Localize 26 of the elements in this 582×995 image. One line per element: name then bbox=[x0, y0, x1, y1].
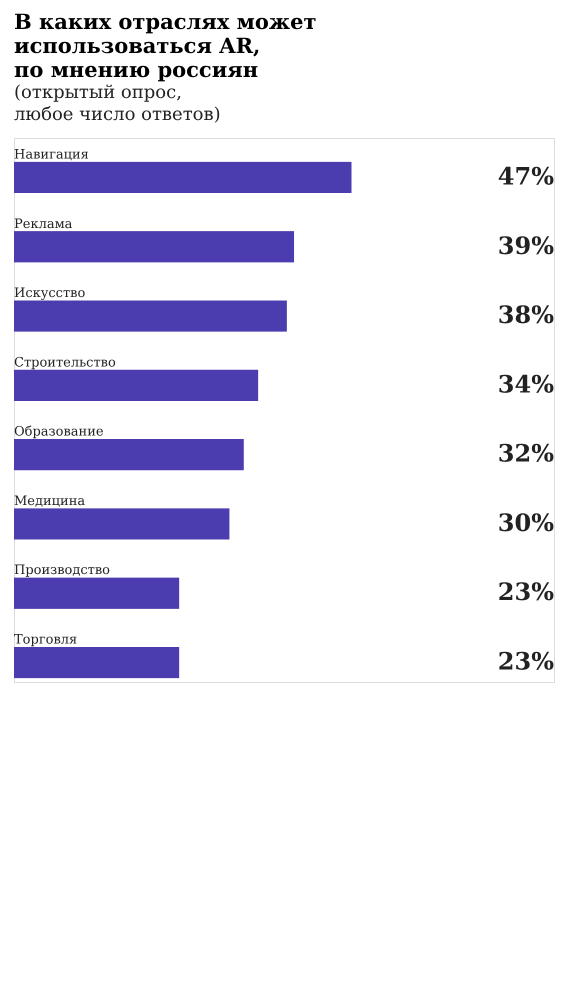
data-label: 23% bbox=[498, 577, 554, 606]
chart-subtitle: (открытый опрос, любое число ответов) bbox=[14, 82, 221, 125]
y-tick-label: Реклама bbox=[14, 216, 73, 232]
data-label: 23% bbox=[498, 646, 554, 676]
bar bbox=[14, 646, 180, 678]
bar bbox=[14, 231, 294, 262]
data-label: 47% bbox=[498, 161, 554, 190]
y-tick-label: Навигация bbox=[14, 147, 89, 162]
data-label: 38% bbox=[498, 300, 554, 330]
data-label: 34% bbox=[498, 369, 554, 398]
bar bbox=[14, 508, 230, 540]
bar bbox=[14, 439, 244, 470]
y-tick-label: Медицина bbox=[14, 494, 86, 509]
y-tick-label: Образование bbox=[14, 424, 104, 440]
data-label: 32% bbox=[498, 438, 554, 468]
data-label: 30% bbox=[498, 508, 554, 537]
bar bbox=[14, 370, 258, 401]
y-tick-label: Строительство bbox=[14, 355, 116, 370]
y-tick-label: Искусство bbox=[14, 286, 86, 302]
bar bbox=[14, 162, 352, 194]
y-tick-label: Производство bbox=[14, 563, 110, 578]
chart-title: В каких отраслях может использоваться AR, по мнению россиян bbox=[14, 9, 316, 82]
y-tick-label: Торговля bbox=[14, 632, 78, 648]
data-label: 39% bbox=[498, 230, 554, 260]
bar bbox=[14, 300, 287, 332]
bar bbox=[14, 578, 180, 609]
